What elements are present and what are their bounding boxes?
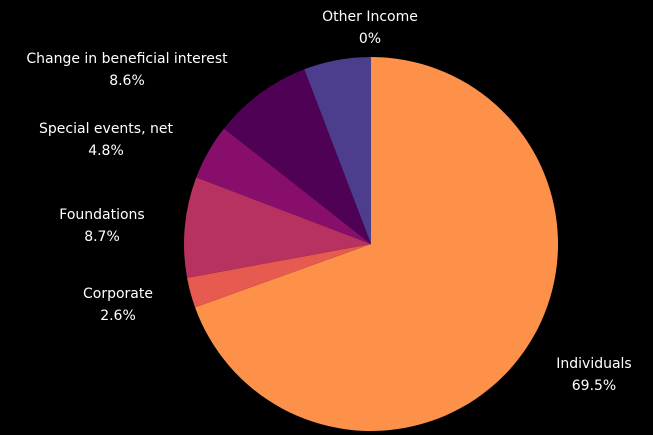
pie-slice-change-in-beneficial-interest[interactable] bbox=[223, 69, 371, 244]
slice-label-other-income: Other Income bbox=[322, 9, 418, 25]
pie-slice-foundations[interactable] bbox=[184, 177, 371, 278]
slice-label-foundations: Foundations bbox=[59, 207, 144, 223]
pie-slice-corporate[interactable] bbox=[187, 244, 371, 308]
slice-value-other-income: 0% bbox=[359, 31, 381, 47]
pie-slice-special-events-net[interactable] bbox=[196, 128, 371, 244]
slice-value-change-in-beneficial-interest: 8.6% bbox=[109, 73, 145, 89]
slice-value-corporate: 2.6% bbox=[100, 308, 136, 324]
pie-slice-individuals[interactable] bbox=[195, 57, 558, 431]
slice-value-foundations: 8.7% bbox=[84, 229, 120, 245]
slice-value-special-events-net: 4.8% bbox=[88, 143, 124, 159]
pie-slices bbox=[184, 57, 558, 431]
slice-label-individuals: Individuals bbox=[556, 356, 631, 372]
pie-slice-other-income[interactable] bbox=[304, 57, 371, 244]
slice-label-special-events-net: Special events, net bbox=[39, 121, 173, 137]
slice-label-corporate: Corporate bbox=[83, 286, 153, 302]
slice-value-individuals: 69.5% bbox=[572, 378, 616, 394]
slice-labels: Individuals 69.5% Corporate 2.6% Foundations… bbox=[26, 9, 631, 394]
slice-label-change-in-beneficial-interest: Change in beneficial interest bbox=[26, 51, 228, 67]
